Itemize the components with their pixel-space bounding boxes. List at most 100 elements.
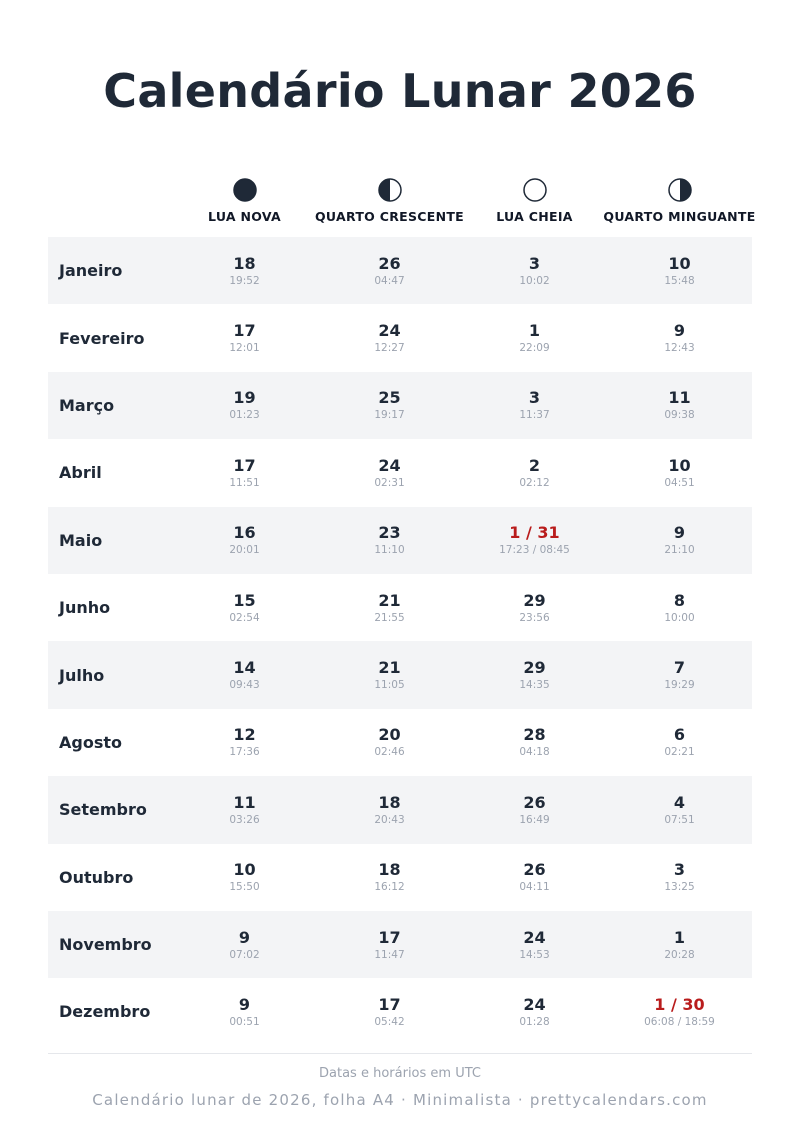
month-name: Junho bbox=[59, 598, 111, 618]
phase-day: 10 bbox=[668, 455, 691, 475]
phase-day: 14 bbox=[233, 658, 256, 678]
phase-cell: 26 16:49 bbox=[462, 793, 607, 827]
phase-day: 24 bbox=[523, 994, 546, 1014]
phase-day: 3 bbox=[528, 253, 541, 273]
phase-cell: 15 02:54 bbox=[172, 591, 317, 625]
month-name: Novembro bbox=[59, 935, 152, 955]
phase-cell: 18 19:52 bbox=[172, 254, 317, 288]
phase-time: 01:23 bbox=[229, 409, 260, 422]
phase-day: 6 bbox=[673, 725, 686, 745]
phase-cell: 26 04:11 bbox=[462, 860, 607, 894]
phase-day: 1 / 31 bbox=[509, 523, 560, 543]
phase-day: 1 bbox=[673, 927, 686, 947]
phase-time: 11:51 bbox=[229, 476, 260, 489]
phase-time: 19:17 bbox=[374, 409, 405, 422]
phase-day: 7 bbox=[673, 658, 686, 678]
table-row: Janeiro 18 19:52 26 04:47 3 10:02 10 15:48 bbox=[48, 237, 752, 305]
phase-label: LUA CHEIA bbox=[496, 209, 573, 224]
table-row: Fevereiro 17 12:01 24 12:27 1 22:09 9 12:43 bbox=[48, 304, 752, 371]
phase-day: 16 bbox=[233, 523, 256, 543]
phase-time: 07:02 bbox=[229, 948, 260, 961]
phase-time: 20:01 bbox=[229, 544, 260, 557]
utc-note: Datas e horários em UTC bbox=[319, 1066, 481, 1081]
phase-time: 04:51 bbox=[664, 476, 695, 489]
phase-cell: 11 09:38 bbox=[607, 388, 752, 422]
phase-day: 29 bbox=[523, 658, 546, 678]
phase-cell: 21 11:05 bbox=[317, 658, 462, 692]
phase-cell: 2 02:12 bbox=[462, 456, 607, 490]
phase-cell: 17 12:01 bbox=[172, 321, 317, 355]
phase-cell: 24 01:28 bbox=[462, 995, 607, 1029]
phase-cell: 16 20:01 bbox=[172, 523, 317, 557]
phase-cell: 1 / 30 06:08 / 18:59 bbox=[607, 995, 752, 1029]
phase-day: 17 bbox=[233, 321, 256, 341]
phase-day: 29 bbox=[523, 590, 546, 610]
phase-cell: 3 11:37 bbox=[462, 388, 607, 422]
phase-time: 07:51 bbox=[664, 813, 695, 826]
phase-cell: 18 20:43 bbox=[317, 793, 462, 827]
phase-time: 10:02 bbox=[519, 274, 550, 287]
phase-cell: 24 14:53 bbox=[462, 928, 607, 962]
phase-cell: 6 02:21 bbox=[607, 725, 752, 759]
phase-day: 9 bbox=[673, 321, 686, 341]
phase-time: 23:56 bbox=[519, 611, 550, 624]
phase-cell: 28 04:18 bbox=[462, 725, 607, 759]
phase-time: 11:37 bbox=[519, 409, 550, 422]
phase-cell: 17 11:51 bbox=[172, 456, 317, 490]
phase-time: 11:47 bbox=[374, 948, 405, 961]
phase-label: LUA NOVA bbox=[208, 209, 281, 224]
phase-time: 15:50 bbox=[229, 881, 260, 894]
phase-day: 21 bbox=[378, 590, 401, 610]
phase-time: 13:25 bbox=[664, 881, 695, 894]
phase-time: 02:12 bbox=[519, 476, 550, 489]
phase-time: 10:00 bbox=[664, 611, 695, 624]
phase-cell: 24 12:27 bbox=[317, 321, 462, 355]
phase-cell: 1 20:28 bbox=[607, 928, 752, 962]
phase-cell: 1 / 31 17:23 / 08:45 bbox=[462, 523, 607, 557]
phase-day: 19 bbox=[233, 388, 256, 408]
lunar-table: Janeiro 18 19:52 26 04:47 3 10:02 10 15:48 Fevere… bbox=[48, 237, 752, 1046]
phase-header-full-moon: LUA CHEIA bbox=[462, 178, 607, 236]
phase-cell: 9 00:51 bbox=[172, 995, 317, 1029]
month-name: Janeiro bbox=[59, 261, 123, 281]
phase-time: 15:48 bbox=[664, 274, 695, 287]
phase-day: 10 bbox=[668, 253, 691, 273]
phase-time: 09:43 bbox=[229, 679, 260, 692]
table-row: Julho 14 09:43 21 11:05 29 14:35 7 19:29 bbox=[48, 641, 752, 709]
month-name: Abril bbox=[59, 463, 102, 483]
phase-day: 18 bbox=[233, 253, 256, 273]
full-moon-icon bbox=[522, 178, 547, 202]
table-row: Março 19 01:23 25 19:17 3 11:37 11 09:38 bbox=[48, 371, 752, 440]
phase-time: 02:54 bbox=[229, 611, 260, 624]
phase-day: 3 bbox=[673, 860, 686, 880]
phase-cell: 10 15:50 bbox=[172, 860, 317, 894]
phase-cell: 9 21:10 bbox=[607, 523, 752, 557]
phase-day: 20 bbox=[378, 725, 401, 745]
phase-time: 11:05 bbox=[374, 679, 405, 692]
phase-cell: 24 02:31 bbox=[317, 456, 462, 490]
phase-time: 01:28 bbox=[519, 1015, 550, 1028]
phase-time: 02:46 bbox=[374, 746, 405, 759]
phase-cell: 8 10:00 bbox=[607, 591, 752, 625]
phase-day: 25 bbox=[378, 388, 401, 408]
phase-time: 19:29 bbox=[664, 679, 695, 692]
month-name: Maio bbox=[59, 530, 103, 550]
phase-day: 18 bbox=[378, 792, 401, 812]
last-quarter-moon-icon bbox=[667, 178, 692, 202]
phase-day: 17 bbox=[378, 994, 401, 1014]
phase-day: 28 bbox=[523, 725, 546, 745]
phase-day: 26 bbox=[523, 860, 546, 880]
phase-header-last-quarter: QUARTO MINGUANTE bbox=[603, 178, 755, 236]
month-name: Março bbox=[59, 395, 115, 415]
phase-cell: 17 05:42 bbox=[317, 995, 462, 1029]
phase-day: 18 bbox=[378, 860, 401, 880]
footer-divider bbox=[48, 1053, 752, 1054]
phase-cell: 19 01:23 bbox=[172, 388, 317, 422]
table-row: Dezembro 9 00:51 17 05:42 24 01:28 1 / 30 06:08 … bbox=[48, 978, 752, 1045]
phase-cell: 29 14:35 bbox=[462, 658, 607, 692]
phase-cell: 9 07:02 bbox=[172, 928, 317, 962]
phase-label: QUARTO MINGUANTE bbox=[603, 209, 756, 224]
phase-time: 22:09 bbox=[519, 342, 550, 355]
phase-day: 3 bbox=[528, 388, 541, 408]
phase-day: 26 bbox=[378, 253, 401, 273]
